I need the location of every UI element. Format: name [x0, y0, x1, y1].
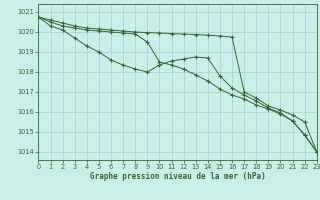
X-axis label: Graphe pression niveau de la mer (hPa): Graphe pression niveau de la mer (hPa) [90, 172, 266, 181]
